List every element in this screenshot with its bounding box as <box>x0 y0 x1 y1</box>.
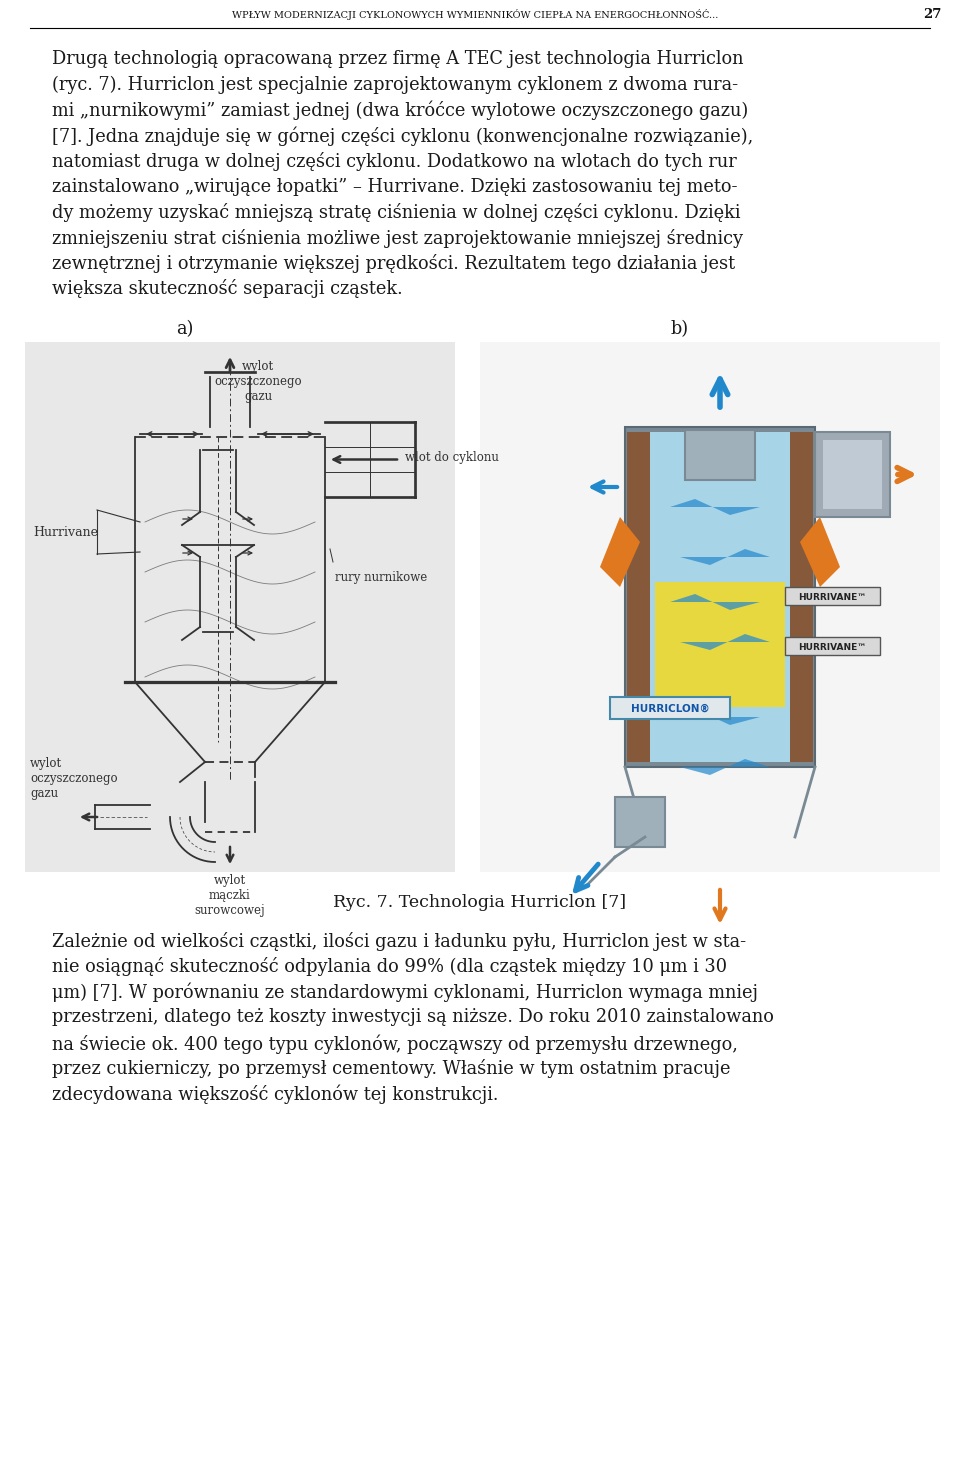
Bar <box>625 427 815 768</box>
Polygon shape <box>800 517 840 587</box>
Text: HURRIVANE™: HURRIVANE™ <box>799 592 867 602</box>
Bar <box>790 432 813 762</box>
Bar <box>480 342 940 872</box>
Text: natomiast druga w dolnej części cyklonu. Dodatkowo na wlotach do tych rur: natomiast druga w dolnej części cyklonu.… <box>52 152 736 171</box>
Bar <box>627 432 650 762</box>
Text: HURRICLON®: HURRICLON® <box>631 704 709 714</box>
Bar <box>25 342 455 872</box>
Text: przestrzeni, dlatego też koszty inwestycji są niższe. Do roku 2010 zainstalowano: przestrzeni, dlatego też koszty inwestyc… <box>52 1008 774 1026</box>
Text: zmniejszeniu strat ciśnienia możliwe jest zaprojektowanie mniejszej średnicy: zmniejszeniu strat ciśnienia możliwe jes… <box>52 229 743 248</box>
Text: Hurrivane: Hurrivane <box>33 525 98 539</box>
Text: b): b) <box>671 320 689 338</box>
Text: mi „nurnikowymi” zamiast jednej (dwa króćce wylotowe oczyszczonego gazu): mi „nurnikowymi” zamiast jednej (dwa kró… <box>52 100 748 121</box>
Text: wylot
oczyszczonego
gazu: wylot oczyszczonego gazu <box>30 757 118 800</box>
Bar <box>610 697 730 719</box>
Text: wylot
oczyszczonego
gazu: wylot oczyszczonego gazu <box>214 360 301 403</box>
Text: WPŁYW MODERNIZACJI CYKLONOWYCH WYMIENNIKÓW CIEPŁA NA ENERGOCHŁONNOŚĆ...: WPŁYW MODERNIZACJI CYKLONOWYCH WYMIENNIK… <box>231 9 718 19</box>
Bar <box>650 432 790 762</box>
Text: Ryc. 7. Technologia Hurriclon [7]: Ryc. 7. Technologia Hurriclon [7] <box>333 894 627 911</box>
Text: (ryc. 7). Hurriclon jest specjalnie zaprojektowanym cyklonem z dwoma rura-: (ryc. 7). Hurriclon jest specjalnie zapr… <box>52 75 738 94</box>
Bar <box>615 797 665 847</box>
Polygon shape <box>670 708 760 725</box>
Polygon shape <box>680 635 770 649</box>
Text: HURRIVANE™: HURRIVANE™ <box>799 642 867 651</box>
Text: wylot
mączki
surowcowej: wylot mączki surowcowej <box>195 874 265 917</box>
Text: przez cukierniczy, po przemysł cementowy. Właśnie w tym ostatnim pracuje: przez cukierniczy, po przemysł cementowy… <box>52 1060 731 1079</box>
Bar <box>655 582 785 707</box>
Text: 27: 27 <box>924 7 942 21</box>
Bar <box>823 440 882 509</box>
Text: rury nurnikowe: rury nurnikowe <box>335 571 427 583</box>
Text: Zależnie od wielkości cząstki, ilości gazu i ładunku pyłu, Hurriclon jest w sta-: Zależnie od wielkości cząstki, ilości ga… <box>52 931 746 951</box>
Polygon shape <box>680 759 770 775</box>
Polygon shape <box>670 499 760 515</box>
Bar <box>685 430 755 480</box>
Text: większa skuteczność separacji cząstek.: większa skuteczność separacji cząstek. <box>52 279 402 298</box>
Text: wlot do cyklonu: wlot do cyklonu <box>405 452 499 463</box>
Polygon shape <box>680 549 770 565</box>
Polygon shape <box>600 517 640 587</box>
Text: dy możemy uzyskać mniejszą stratę ciśnienia w dolnej części cyklonu. Dzięki: dy możemy uzyskać mniejszą stratę ciśnie… <box>52 204 740 221</box>
Polygon shape <box>670 593 760 610</box>
Text: zewnętrznej i otrzymanie większej prędkości. Rezultatem tego działania jest: zewnętrznej i otrzymanie większej prędko… <box>52 254 735 273</box>
Bar <box>815 432 890 517</box>
Text: Drugą technologią opracowaną przez firmę A TEC jest technologia Hurriclon: Drugą technologią opracowaną przez firmę… <box>52 50 743 68</box>
Text: zainstalowano „wirujące łopatki” – Hurrivane. Dzięki zastosowaniu tej meto-: zainstalowano „wirujące łopatki” – Hurri… <box>52 177 737 195</box>
Text: a): a) <box>177 320 194 338</box>
Bar <box>785 587 880 605</box>
Text: na świecie ok. 400 tego typu cyklonów, począwszy od przemysłu drzewnego,: na świecie ok. 400 tego typu cyklonów, p… <box>52 1035 738 1054</box>
Text: zdecydowana większość cyklonów tej konstrukcji.: zdecydowana większość cyklonów tej konst… <box>52 1085 498 1104</box>
Bar <box>785 638 880 655</box>
Text: nie osiągnąć skuteczność odpylania do 99% (dla cząstek między 10 μm i 30: nie osiągnąć skuteczność odpylania do 99… <box>52 958 727 977</box>
Text: [7]. Jedna znajduje się w górnej części cyklonu (konwencjonalne rozwiązanie),: [7]. Jedna znajduje się w górnej części … <box>52 127 754 146</box>
Text: μm) [7]. W porównaniu ze standardowymi cyklonami, Hurriclon wymaga mniej: μm) [7]. W porównaniu ze standardowymi c… <box>52 983 758 1002</box>
